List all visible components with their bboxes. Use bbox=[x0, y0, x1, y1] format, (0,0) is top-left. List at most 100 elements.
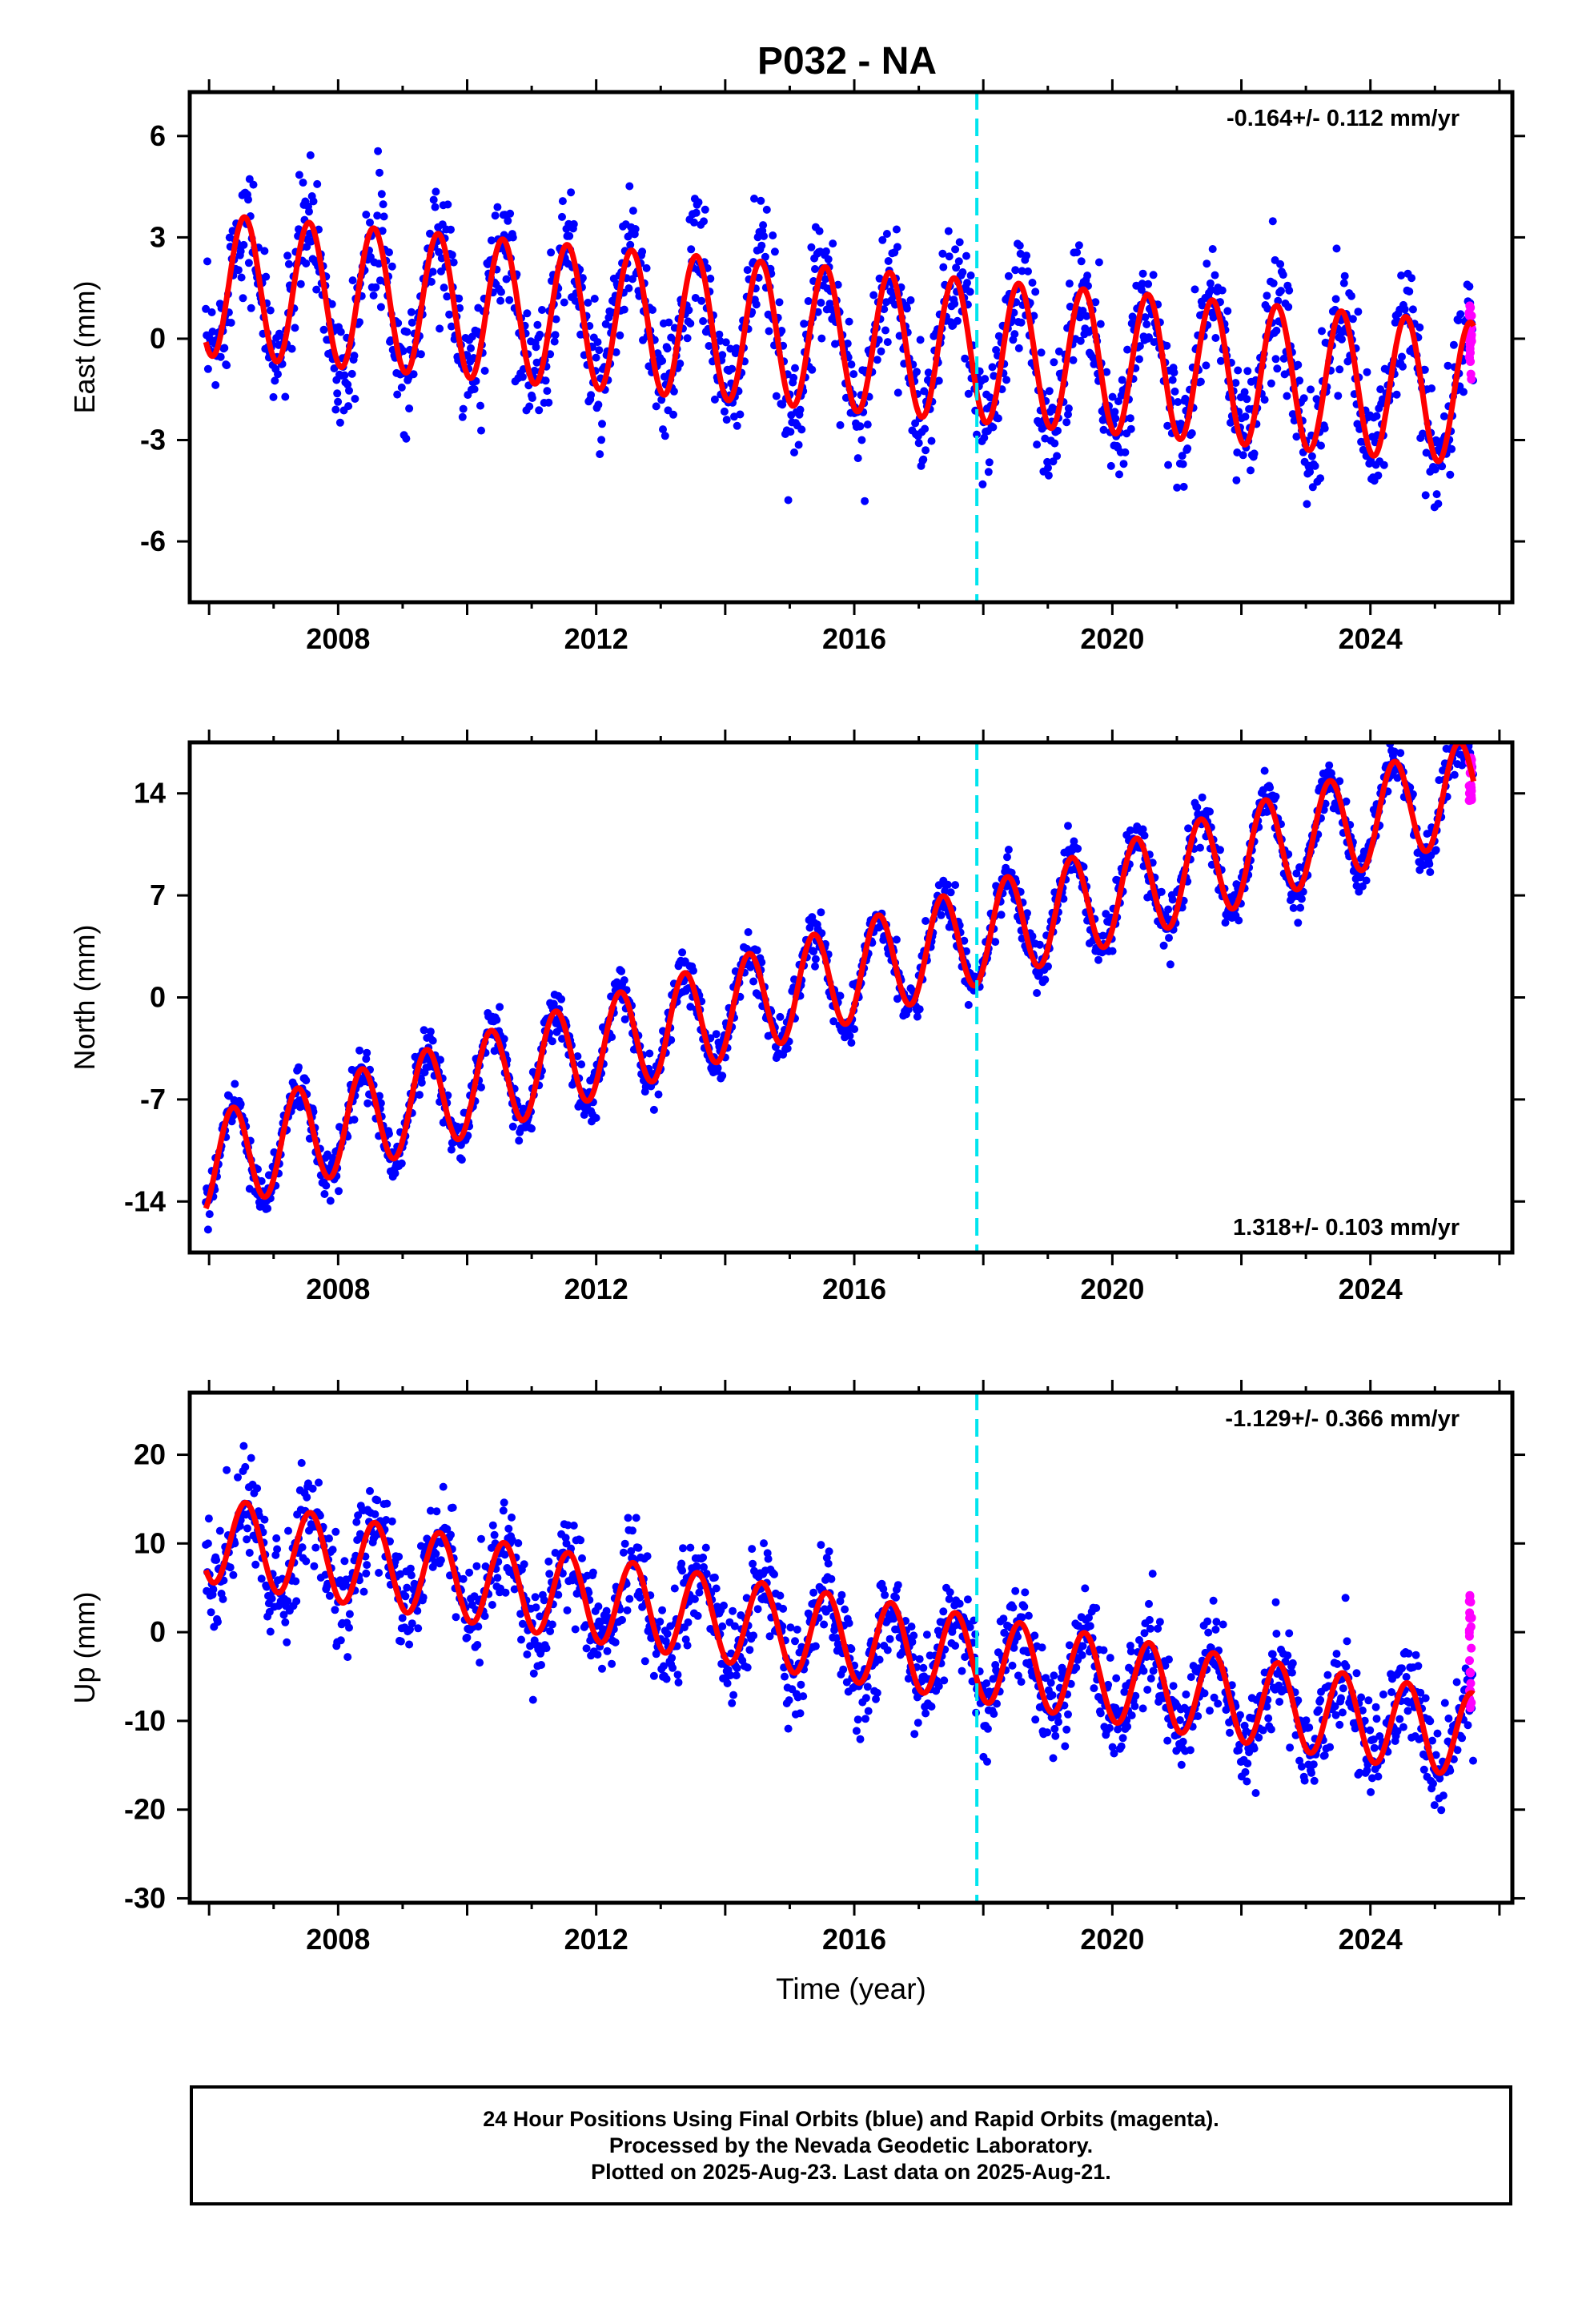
data-point bbox=[1342, 797, 1351, 806]
data-point bbox=[587, 391, 596, 400]
data-point bbox=[1146, 1675, 1155, 1683]
data-point bbox=[836, 420, 845, 429]
data-point bbox=[283, 1638, 291, 1647]
data-point bbox=[1008, 1661, 1017, 1670]
data-point bbox=[1338, 335, 1346, 344]
data-point bbox=[913, 368, 921, 376]
data-point bbox=[413, 1606, 422, 1615]
data-point bbox=[722, 416, 731, 424]
data-point bbox=[212, 1556, 221, 1564]
data-point bbox=[845, 1031, 854, 1040]
data-point bbox=[546, 350, 555, 359]
data-point bbox=[1191, 285, 1199, 294]
data-point bbox=[455, 294, 464, 303]
data-point bbox=[266, 1627, 275, 1636]
data-point bbox=[1106, 461, 1115, 470]
data-point bbox=[712, 1030, 721, 1039]
data-point bbox=[291, 324, 299, 332]
data-point bbox=[1050, 358, 1058, 367]
data-point bbox=[1148, 1570, 1157, 1578]
data-point bbox=[375, 1092, 383, 1100]
data-point bbox=[608, 1659, 616, 1668]
data-point bbox=[799, 1692, 808, 1701]
data-point bbox=[517, 1635, 525, 1644]
data-point bbox=[1050, 439, 1059, 448]
data-point bbox=[597, 436, 606, 444]
data-point bbox=[790, 448, 798, 456]
data-point bbox=[875, 274, 884, 283]
data-point bbox=[906, 296, 915, 304]
data-point bbox=[745, 1646, 754, 1655]
data-point bbox=[1135, 342, 1144, 351]
data-point bbox=[1276, 259, 1285, 268]
data-point bbox=[1003, 853, 1011, 862]
data-point bbox=[721, 338, 730, 347]
data-point bbox=[693, 1562, 701, 1571]
data-point bbox=[387, 1517, 396, 1526]
data-point bbox=[619, 1548, 628, 1557]
y-tick-label: -3 bbox=[140, 424, 166, 456]
data-point bbox=[873, 1688, 881, 1697]
data-point bbox=[882, 230, 891, 238]
data-point bbox=[235, 1522, 244, 1530]
data-point bbox=[658, 1606, 667, 1614]
data-point bbox=[733, 1664, 741, 1672]
data-point bbox=[1204, 1628, 1213, 1637]
data-point bbox=[661, 432, 669, 440]
data-point bbox=[815, 227, 824, 235]
data-point bbox=[223, 361, 231, 370]
data-point bbox=[320, 1190, 329, 1198]
x-tick-label: 2016 bbox=[822, 622, 886, 655]
data-point bbox=[1408, 305, 1417, 314]
data-point bbox=[1162, 341, 1171, 350]
data-point bbox=[686, 319, 695, 328]
data-point bbox=[247, 304, 255, 312]
y-tick-label: -14 bbox=[124, 1184, 166, 1217]
data-point bbox=[239, 294, 247, 303]
data-point bbox=[253, 1484, 262, 1493]
data-point bbox=[728, 1699, 737, 1707]
data-point bbox=[504, 1524, 513, 1533]
data-point bbox=[459, 404, 468, 413]
data-point bbox=[718, 1622, 727, 1630]
data-point bbox=[902, 304, 911, 313]
data-point bbox=[690, 1594, 699, 1603]
data-point bbox=[548, 1037, 556, 1046]
data-point bbox=[875, 1655, 884, 1664]
data-point bbox=[492, 1015, 501, 1024]
data-point bbox=[951, 881, 960, 890]
rate-label: 1.318+/- 0.103 mm/yr bbox=[1233, 1215, 1460, 1240]
data-point bbox=[563, 1606, 572, 1614]
data-point bbox=[1118, 1734, 1127, 1743]
data-point bbox=[1164, 905, 1173, 914]
data-point bbox=[1193, 803, 1202, 811]
data-point bbox=[531, 1593, 540, 1602]
data-point bbox=[1307, 385, 1315, 394]
data-point bbox=[1379, 460, 1388, 469]
data-point bbox=[245, 175, 254, 183]
data-point bbox=[853, 1715, 862, 1724]
data-point bbox=[296, 279, 305, 288]
data-point bbox=[1447, 444, 1456, 453]
data-point bbox=[712, 1584, 721, 1593]
data-point bbox=[673, 1671, 682, 1679]
data-point bbox=[397, 1159, 406, 1168]
data-point bbox=[345, 1610, 354, 1618]
data-point bbox=[274, 370, 282, 379]
data-point bbox=[569, 1522, 578, 1530]
data-point bbox=[684, 1618, 693, 1626]
data-point bbox=[552, 315, 560, 324]
data-point bbox=[371, 1510, 379, 1518]
data-point bbox=[429, 195, 438, 204]
data-point bbox=[1126, 826, 1134, 834]
data-point bbox=[533, 320, 542, 329]
data-point bbox=[753, 946, 761, 955]
data-point bbox=[302, 259, 311, 267]
data-point bbox=[863, 1683, 872, 1691]
data-point bbox=[523, 1650, 532, 1659]
data-point bbox=[374, 147, 383, 155]
data-point bbox=[642, 263, 651, 272]
data-point bbox=[786, 428, 795, 436]
data-point bbox=[315, 1511, 324, 1520]
data-point bbox=[1092, 1604, 1101, 1612]
